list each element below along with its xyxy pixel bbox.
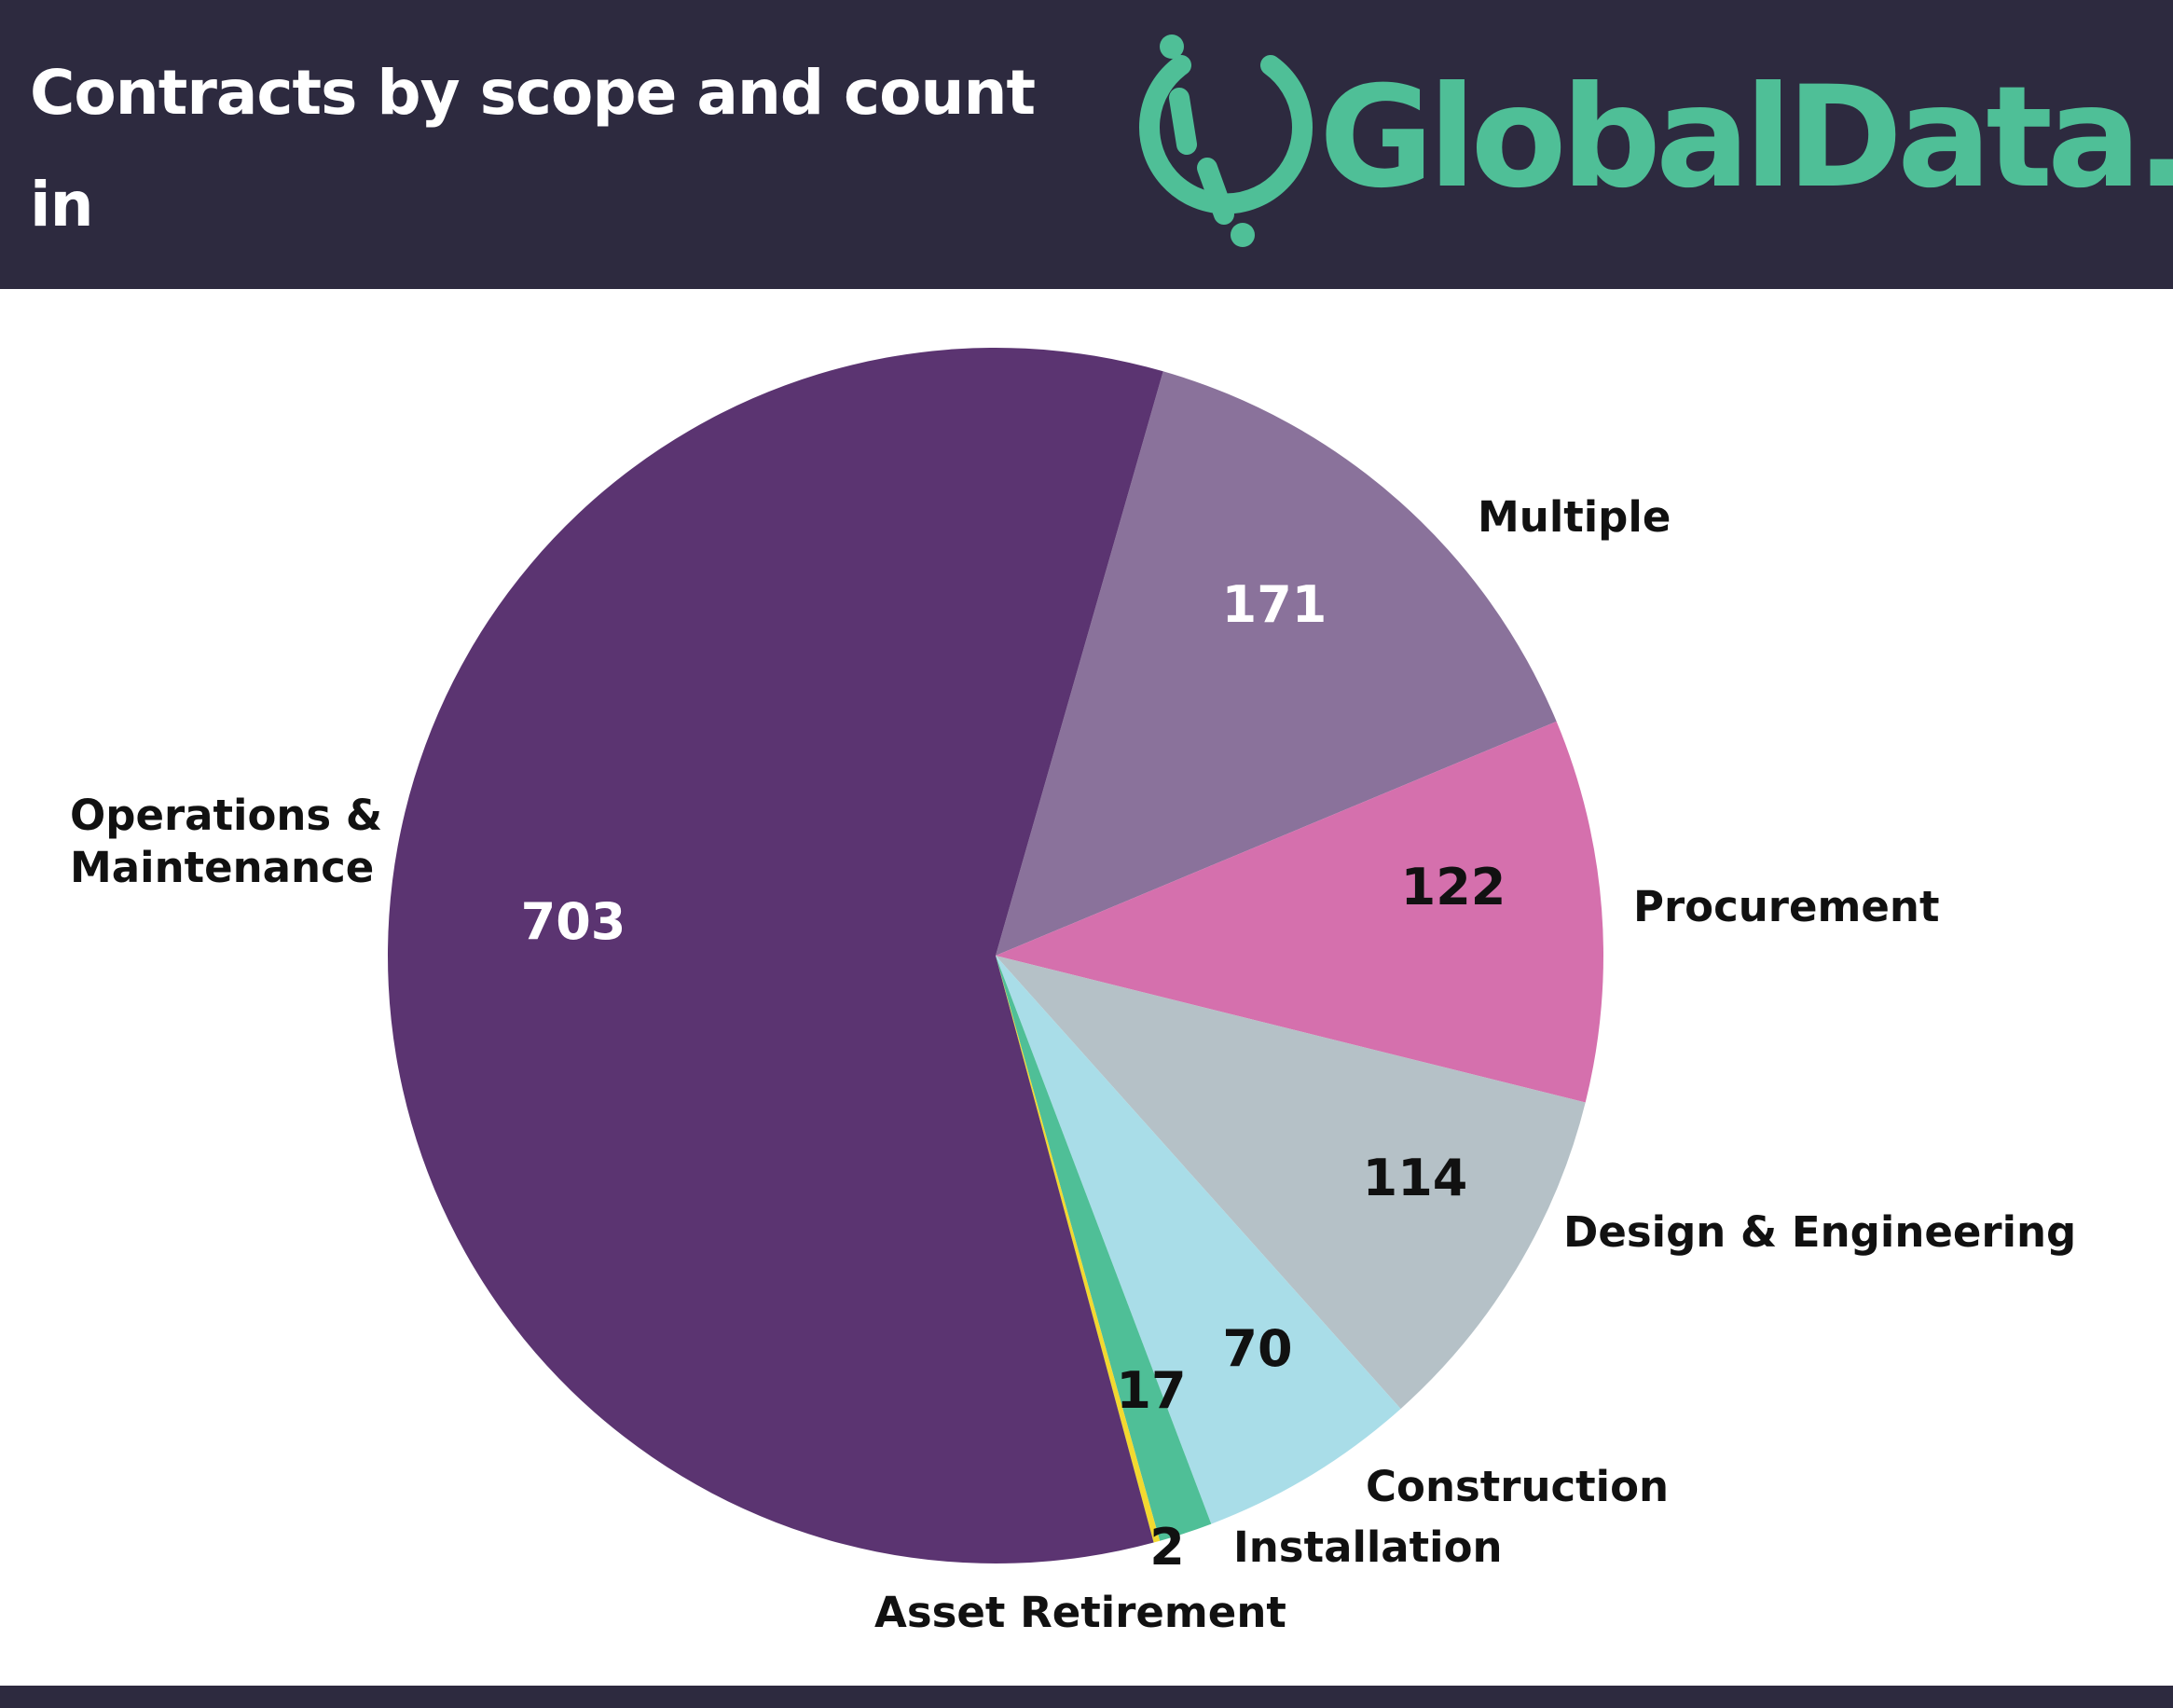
category-label-operations-maintenance: Operations & Maintenance bbox=[70, 791, 397, 892]
category-label-operations-maintenance-line-2: Maintenance bbox=[70, 843, 374, 892]
value-label-multiple: 171 bbox=[1222, 575, 1327, 634]
pie-slice-construction bbox=[996, 956, 1401, 1524]
pie-slice-installation bbox=[996, 956, 1212, 1541]
category-label-installation: Installation bbox=[1233, 1522, 1503, 1572]
title-line-2: the oil and gas industry, Q4 2019 bbox=[30, 281, 966, 464]
brand-name: GlobalData. bbox=[1319, 57, 2173, 219]
value-label-operations-maintenance: 703 bbox=[521, 892, 626, 951]
header-bar: Contracts by scope and count in the oil … bbox=[0, 0, 2173, 464]
pie-slice-procurement bbox=[996, 721, 1603, 1103]
category-label-construction: Construction bbox=[1366, 1462, 1669, 1511]
pie-slice-operations-maintenance bbox=[387, 347, 1163, 1563]
category-label-asset-retirement: Asset Retirement bbox=[874, 1588, 1286, 1637]
pie-slice-asset-retirement bbox=[996, 956, 1161, 1543]
value-label-asset-retirement: 2 bbox=[1149, 1518, 1185, 1577]
value-labels: 171 122 114 70 17 2 703 bbox=[521, 575, 1506, 1577]
category-label-design-engineering: Design & Engineering bbox=[1563, 1207, 2076, 1257]
category-label-multiple: Multiple bbox=[1478, 492, 1671, 542]
page-title: Contracts by scope and count in the oil … bbox=[30, 37, 1093, 485]
title-line-1: Contracts by scope and count in bbox=[30, 57, 1036, 241]
value-label-procurement: 122 bbox=[1401, 858, 1506, 916]
footer-bar bbox=[0, 1686, 2173, 1708]
globaldata-logo: GlobalData. bbox=[1114, 28, 2173, 252]
value-label-construction: 70 bbox=[1222, 1319, 1292, 1378]
category-label-procurement: Procurement bbox=[1633, 882, 1939, 931]
category-labels: Multiple Procurement Design & Engineerin… bbox=[70, 492, 2076, 1637]
pie-slice-design-engineering bbox=[996, 956, 1586, 1410]
value-label-installation: 17 bbox=[1116, 1361, 1186, 1420]
value-label-design-engineering: 114 bbox=[1363, 1149, 1468, 1207]
globaldata-logo-icon bbox=[1139, 34, 1313, 247]
pie-slices bbox=[387, 347, 1603, 1563]
pie-slice-multiple bbox=[996, 371, 1557, 956]
category-label-operations-maintenance-line-1: Operations & bbox=[70, 791, 382, 840]
